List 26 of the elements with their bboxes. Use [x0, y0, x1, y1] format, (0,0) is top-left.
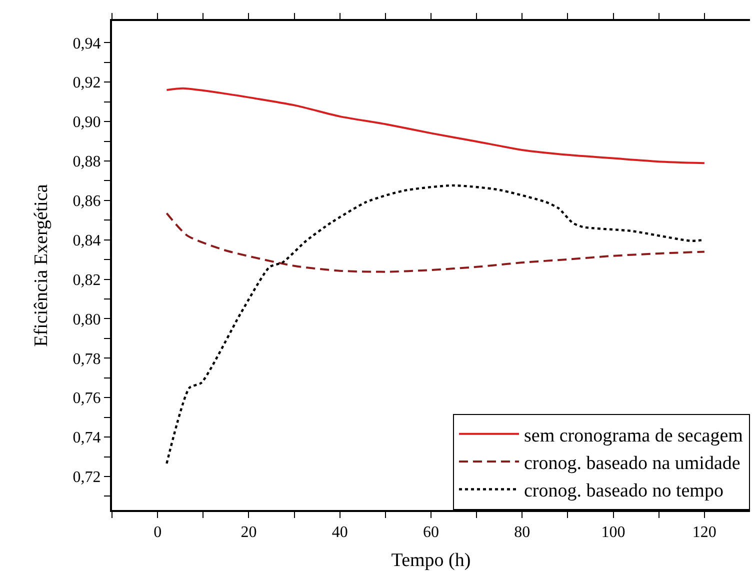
y-tick-label: 0,72 — [72, 469, 101, 486]
legend-label: sem cronograma de secagem — [524, 425, 744, 446]
y-tick-label: 0,94 — [72, 35, 101, 52]
y-tick-label: 0,86 — [72, 193, 101, 210]
y-tick-label: 0,84 — [72, 232, 101, 250]
y-tick-label: 0,80 — [72, 311, 101, 328]
line-series — [166, 87, 706, 164]
x-tick-label: 120 — [692, 524, 716, 542]
x-axis-title: Tempo (h) — [391, 550, 471, 571]
legend-label: cronog. baseado no tempo — [524, 480, 724, 502]
legend-label: cronog. baseado na umidade — [524, 452, 740, 474]
y-tick-label: 0,78 — [72, 350, 101, 368]
x-tick-label: 40 — [332, 524, 348, 542]
x-tick-label: 20 — [240, 524, 257, 542]
x-tick-label: 0 — [154, 524, 162, 542]
x-tick-label: 100 — [601, 524, 626, 542]
y-tick-label: 0,82 — [72, 272, 101, 289]
x-tick-label: 80 — [514, 524, 530, 542]
y-axis-title: Eficiência Exergética — [31, 184, 52, 347]
y-tick-label: 0,90 — [72, 114, 101, 132]
y-tick-label: 0,74 — [72, 430, 101, 447]
line-series — [166, 212, 706, 273]
x-tick-label: 60 — [423, 524, 439, 542]
y-tick-label: 0,88 — [72, 154, 101, 171]
y-tick-label: 0,76 — [72, 390, 101, 408]
y-tick-label: 0,92 — [72, 74, 101, 92]
